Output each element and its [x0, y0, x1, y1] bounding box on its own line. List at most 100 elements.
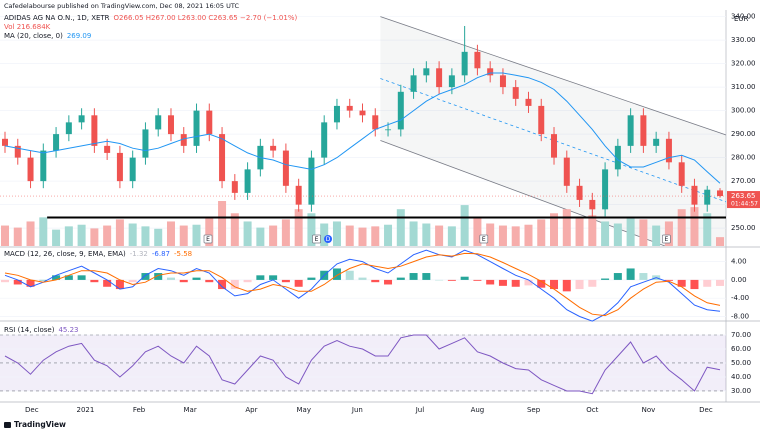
candle-body: [295, 185, 302, 205]
macd-histogram-bar: [103, 279, 112, 287]
macd-histogram-bar: [307, 277, 316, 280]
y-tick-label: 300.00: [731, 107, 756, 115]
macd-histogram-bar: [64, 275, 73, 280]
countdown-label: 01:44:57: [731, 201, 758, 208]
footer-logo: [4, 422, 11, 428]
volume-bar: [269, 225, 278, 246]
macd-histogram-bar: [371, 279, 380, 283]
candle-body: [436, 68, 443, 88]
x-tick-label: Apr: [245, 406, 257, 414]
volume-bar: [90, 228, 99, 246]
volume-bar: [77, 224, 86, 246]
volume-bar: [52, 229, 61, 246]
event-label: E: [482, 236, 486, 243]
candle-body: [563, 157, 570, 186]
volume-bar: [498, 225, 507, 246]
legend: MA (20, close, 0) 269.09: [4, 32, 91, 40]
volume-bar: [575, 217, 584, 246]
candle-body: [244, 169, 251, 193]
volume-bar: [562, 209, 571, 246]
x-tick-label: Mar: [184, 406, 197, 414]
x-tick-label: Jun: [351, 406, 363, 414]
y-tick-label: 30.00: [731, 387, 751, 395]
macd-histogram-bar: [179, 279, 188, 283]
macd-title: MACD (12, 26, close, 9, EMA, EMA): [4, 250, 126, 258]
candle-body: [53, 134, 60, 151]
volume-bar: [486, 223, 495, 246]
volume-bar: [537, 219, 546, 246]
volume-bar: [205, 217, 214, 246]
volume-bar: [435, 225, 444, 246]
candle-body: [40, 150, 47, 182]
x-tick-label: Feb: [133, 406, 146, 414]
volume-bar: [332, 221, 341, 246]
candle-body: [359, 110, 366, 116]
histogram-value: -1.32: [130, 250, 148, 258]
y-tick-label: 330.00: [731, 36, 756, 44]
volume-legend: Vol 216.684K: [4, 23, 51, 31]
macd-histogram-bar: [524, 279, 533, 286]
candle-body: [282, 150, 289, 186]
candle-body: [385, 129, 392, 131]
volume-bar: [103, 225, 112, 246]
volume-bar: [550, 213, 559, 246]
macd-histogram-bar: [550, 279, 559, 290]
candle-body: [448, 75, 455, 88]
y-tick-label: 270.00: [731, 177, 756, 185]
macd-histogram-bar: [473, 279, 482, 281]
y-tick-label: 280.00: [731, 154, 756, 162]
candle-body: [691, 185, 698, 205]
candle-body: [14, 145, 21, 158]
macd-histogram-bar: [1, 279, 9, 283]
macd-histogram-bar: [537, 279, 546, 288]
candle-body: [525, 98, 532, 106]
macd-histogram-bar: [256, 275, 265, 280]
currency-label: EUR: [734, 15, 749, 23]
macd-histogram-bar: [690, 279, 699, 290]
macd-histogram-bar: [384, 279, 393, 285]
macd-histogram-bar: [511, 279, 520, 287]
event-badge: [324, 235, 333, 243]
macd-histogram-bar: [77, 275, 86, 280]
rsi-value: 45.23: [58, 326, 78, 334]
macd-histogram-bar: [626, 268, 635, 280]
macd-histogram-bar: [243, 279, 252, 283]
y-tick-label: 4.00: [731, 258, 747, 266]
macd-histogram-bar: [396, 277, 405, 280]
macd-histogram-bar: [52, 275, 61, 280]
volume-bar: [166, 221, 175, 246]
volume-bar: [13, 227, 22, 246]
macd-histogram-bar: [664, 279, 673, 281]
volume-bar: [396, 209, 405, 246]
candle-body: [576, 185, 583, 200]
volume-bar: [128, 223, 137, 246]
candle-body: [78, 115, 85, 123]
candle-body: [129, 157, 136, 182]
macd-histogram-bar: [205, 279, 214, 283]
candle-body: [627, 115, 634, 146]
volume-bar: [626, 217, 635, 246]
candle-body: [589, 199, 596, 210]
last-price-tag: [727, 191, 760, 209]
signal-line: [4, 252, 721, 317]
volume-bar: [256, 227, 265, 246]
macd-histogram-bar: [26, 279, 35, 287]
macd-histogram-bar: [422, 273, 431, 280]
candle-body: [678, 162, 685, 186]
volume-bar: [26, 221, 35, 246]
volume-bar: [524, 224, 533, 246]
legend: RSI (14, close) 45.23: [4, 326, 79, 334]
ma-line: [4, 72, 721, 184]
volume-bar: [601, 221, 610, 246]
volume-bar: [281, 219, 290, 246]
volume-bar: [511, 226, 520, 246]
volume-bar: [384, 224, 393, 246]
candle-body: [142, 129, 149, 158]
x-tick-label: Dec: [699, 406, 713, 414]
y-tick-label: 340.00: [731, 13, 756, 21]
y-tick-label: 290.00: [731, 130, 756, 138]
candle-body: [704, 189, 711, 205]
candle-body: [91, 115, 98, 146]
volume-bar: [141, 226, 150, 246]
